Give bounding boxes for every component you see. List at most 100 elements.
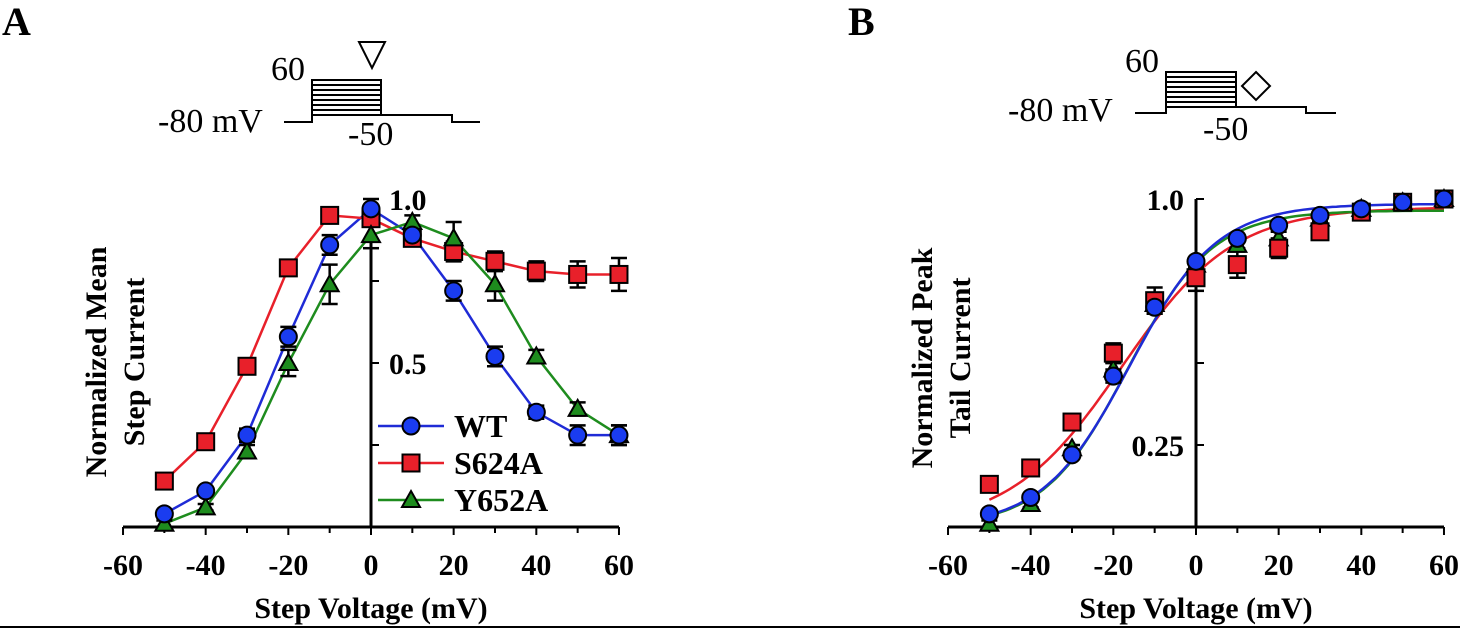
triangle-down-open-icon: [357, 41, 387, 71]
y-tick-label: 1.0: [389, 184, 427, 217]
x-tick-label: 40: [521, 549, 551, 582]
data-point-wt: [278, 327, 298, 347]
x-tick-label: 0: [1189, 549, 1204, 582]
legend-item-wt: WT: [378, 408, 507, 444]
chart-b-fit-curves: [988, 202, 1445, 517]
protocol-a-waveform: [284, 79, 480, 123]
x-tick-label: 0: [364, 549, 379, 582]
data-point-wt: [1269, 215, 1289, 235]
data-point-wt: [320, 235, 340, 255]
x-tick-label: -20: [268, 549, 308, 582]
x-tick-label: -60: [103, 549, 143, 582]
chart-b: -60 -40 -20 0 20 40 60 0.25 1.0 Normalized Peak …: [906, 184, 1459, 625]
chart-b-xlabel: Step Voltage (mV): [1079, 592, 1312, 625]
chart-b-series: [978, 187, 1455, 532]
data-point-s624a: [320, 205, 340, 225]
data-point-wt: [1021, 487, 1041, 507]
chart-a-ylabel-line2: Step Current: [118, 278, 151, 447]
data-point-s624a: [979, 474, 999, 494]
protocol-a-holding-label: -80 mV: [158, 103, 263, 140]
data-point-s624a: [1269, 238, 1289, 258]
chart-a-y-axis-title: Normalized Mean Step Current: [80, 246, 151, 477]
y-tick-label: 0.25: [1132, 430, 1185, 463]
data-point-wt: [568, 425, 588, 445]
legend-square-marker: [401, 453, 421, 473]
data-point-wt: [979, 504, 999, 524]
x-tick-label: 20: [439, 549, 469, 582]
data-point-y652a: [566, 397, 589, 417]
fit-curve-s624a: [988, 206, 1445, 501]
panel-a-letter: A: [2, 0, 31, 44]
data-point-s624a: [237, 356, 257, 376]
data-point-y652a: [236, 440, 258, 460]
data-point-y652a: [318, 273, 341, 293]
y-tick-label: 1.0: [1147, 184, 1185, 217]
data-point-wt: [1351, 199, 1371, 219]
data-point-y652a: [360, 224, 382, 244]
data-point-wt: [609, 425, 629, 445]
chart-b-ylabel-line1: Normalized Peak: [906, 247, 939, 468]
x-tick-label: -40: [1011, 549, 1051, 582]
data-point-s624a: [278, 258, 298, 278]
chart-a: -60 -40 -20 0 20 40 60 0.5 1.0 Normalized Mean S…: [80, 184, 634, 625]
data-point-y652a: [442, 227, 465, 247]
chart-b-y-axis-title: Normalized Peak Tail Current: [906, 247, 977, 468]
legend-triangle-marker: [400, 488, 422, 508]
x-tick-label: 20: [1264, 549, 1294, 582]
data-point-wt: [444, 281, 464, 301]
data-point-wt: [1434, 189, 1454, 209]
data-point-s624a: [1186, 268, 1206, 288]
y-tick-label: 0.5: [389, 348, 427, 381]
data-point-s624a: [609, 264, 629, 284]
x-tick-label: -40: [186, 549, 226, 582]
protocol-diagram-b: -80 mV 60 -50: [1008, 43, 1336, 148]
protocol-a-step-label: 60: [271, 51, 305, 88]
protocol-b-step-label: 60: [1125, 43, 1159, 80]
x-tick-label: -60: [928, 549, 968, 582]
data-point-wt: [402, 225, 422, 245]
data-point-s624a: [196, 432, 216, 452]
protocol-diagram-a: -80 mV 60 -50: [158, 41, 480, 153]
data-point-wt: [1145, 297, 1165, 317]
data-point-y652a: [484, 273, 506, 293]
series-line-y652a: [163, 220, 620, 525]
legend-label: WT: [454, 408, 507, 444]
data-point-s624a: [485, 251, 505, 271]
data-point-s624a: [154, 471, 174, 491]
data-point-y652a: [194, 496, 217, 516]
x-tick-label: 60: [604, 549, 634, 582]
data-point-y652a: [525, 345, 548, 365]
data-point-wt: [196, 481, 216, 501]
data-point-wt: [1062, 445, 1082, 465]
data-point-wt: [485, 346, 505, 366]
protocol-b-holding-label: -80 mV: [1008, 92, 1113, 129]
legend-label: S624A: [454, 445, 543, 481]
data-point-wt: [154, 504, 174, 524]
panel-b-letter: B: [848, 0, 875, 44]
legend-item-s624a: S624A: [378, 445, 543, 481]
data-point-wt: [1310, 205, 1330, 225]
x-tick-label: 40: [1346, 549, 1376, 582]
data-point-s624a: [1310, 222, 1330, 242]
data-point-wt: [361, 199, 381, 219]
data-point-wt: [1227, 228, 1247, 248]
data-point-s624a: [526, 261, 546, 281]
data-point-s624a: [1062, 412, 1082, 432]
data-point-s624a: [1103, 343, 1123, 363]
data-point-wt: [1103, 366, 1123, 386]
protocol-b-waveform: [1135, 71, 1336, 114]
legend-label: Y652A: [454, 482, 548, 518]
chart-a-axes: -60 -40 -20 0 20 40 60 0.5 1.0: [103, 184, 634, 582]
data-point-wt: [237, 425, 257, 445]
data-point-wt: [526, 402, 546, 422]
data-point-s624a: [568, 264, 588, 284]
legend-item-y652a: Y652A: [378, 482, 548, 518]
x-tick-label: -20: [1093, 549, 1133, 582]
protocol-b-tail-label: -50: [1203, 111, 1248, 148]
data-point-s624a: [1021, 458, 1041, 478]
data-point-s624a: [1227, 255, 1247, 275]
data-point-wt: [1393, 192, 1413, 212]
chart-a-ylabel-line1: Normalized Mean: [80, 246, 113, 477]
